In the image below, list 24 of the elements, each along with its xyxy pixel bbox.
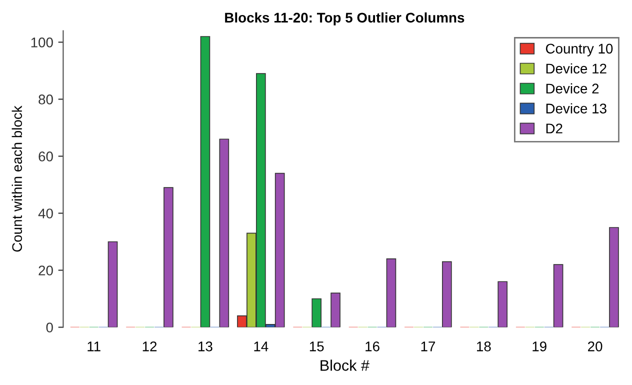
- legend-label: Device 2: [546, 83, 599, 94]
- y-axis-title: Count within each block: [12, 106, 22, 252]
- x-tick-label: 20: [588, 342, 602, 352]
- x-tick-label: 13: [198, 342, 212, 352]
- legend-label: Device 13: [546, 103, 606, 114]
- x-tick-label: 14: [254, 342, 268, 352]
- x-tick-label: 19: [532, 342, 546, 352]
- y-tick-label: 20: [38, 266, 53, 276]
- y-tick-label: 0: [46, 322, 53, 332]
- y-tick-label: 80: [38, 94, 53, 104]
- x-tick-label: 17: [421, 342, 436, 352]
- x-tick-label: 12: [142, 342, 157, 352]
- y-tick-label: 60: [38, 152, 53, 162]
- legend-label: D2: [546, 124, 562, 134]
- x-tick-label: 16: [366, 342, 380, 352]
- y-tick-label: 100: [31, 38, 53, 48]
- legend-label: Device 12: [546, 63, 606, 74]
- x-tick-label: 18: [477, 342, 491, 352]
- chart-title: Blocks 11-20: Top 5 Outlier Columns: [225, 12, 464, 26]
- legend-label: Country 10: [546, 44, 613, 56]
- x-tick-label: 15: [310, 342, 324, 352]
- y-tick-label: 40: [38, 208, 53, 218]
- x-axis-title: Block #: [320, 360, 370, 371]
- x-tick-label: 11: [88, 342, 100, 352]
